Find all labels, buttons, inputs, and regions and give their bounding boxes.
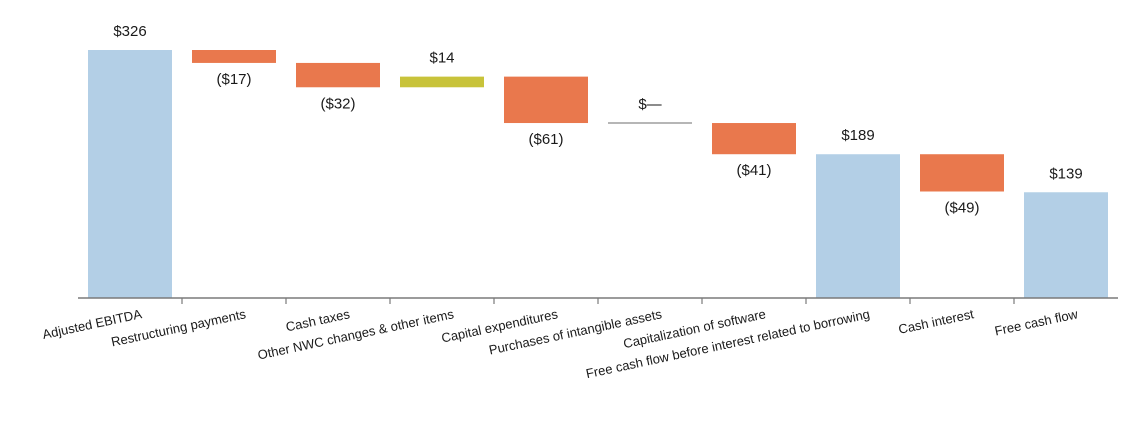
bar-0 <box>88 50 172 298</box>
data-label-9: $139 <box>1049 165 1082 182</box>
bar-1 <box>192 50 276 63</box>
x-tick-label-9: Free cash flow <box>993 306 1079 338</box>
data-label-7: $189 <box>841 127 874 144</box>
bar-2 <box>296 62 380 88</box>
data-label-5: $— <box>638 96 661 113</box>
bar-3 <box>400 76 484 88</box>
bar-7 <box>816 154 900 298</box>
data-labels-group: $326 ($17) ($32) $14 ($61) $— ($41) $189 ($49) $1… <box>113 23 1082 216</box>
data-label-2: ($32) <box>320 95 355 112</box>
x-tick-label-3: Other NWC changes & other items <box>256 306 455 362</box>
data-label-1: ($17) <box>216 71 251 88</box>
bars-group <box>88 50 1108 298</box>
data-label-3: $14 <box>429 50 454 67</box>
bar-8 <box>920 154 1004 192</box>
x-tick-label-5: Purchases of intangible assets <box>488 306 664 357</box>
x-tick-label-8: Cash interest <box>897 306 975 337</box>
bar-6 <box>712 123 796 155</box>
data-label-0: $326 <box>113 23 146 40</box>
data-label-6: ($41) <box>736 162 771 179</box>
data-label-8: ($49) <box>944 199 979 216</box>
data-label-4: ($61) <box>528 131 563 148</box>
x-axis-ticks <box>181 298 1015 304</box>
bar-4 <box>504 76 588 124</box>
bar-9 <box>1024 192 1108 298</box>
